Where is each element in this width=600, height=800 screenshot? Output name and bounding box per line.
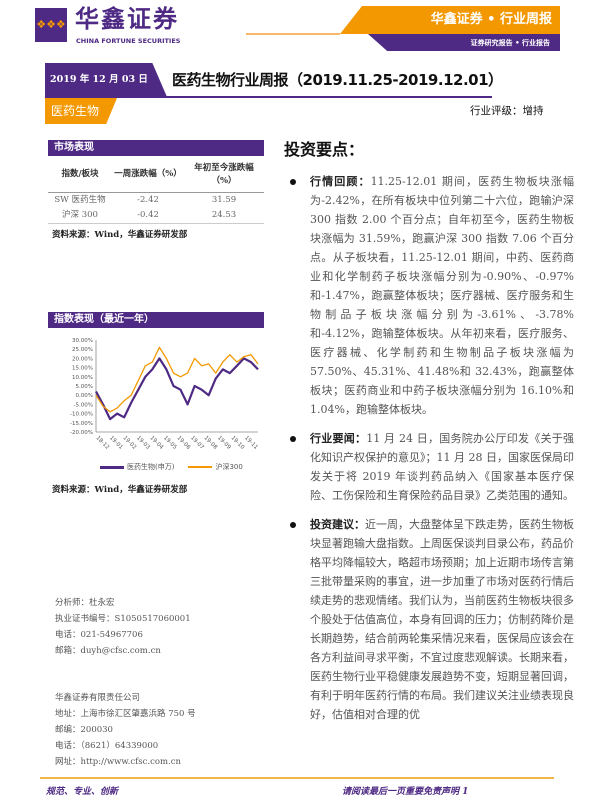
chart-source: 资料来源：Wind，华鑫证券研发部	[52, 485, 188, 495]
report-subtype-banner: 证券研究报告 • 行业报告	[368, 34, 560, 51]
footer-slogan: 规范、专业、创新	[46, 787, 119, 797]
column-header: 指数/板块	[48, 158, 112, 193]
market-heading: 市场表现	[48, 140, 264, 156]
key-points-list: 行情回顾：11.25-12.01 期间，医药生物板块涨幅为-2.42%，在所有板…	[288, 172, 574, 734]
series-line-2	[95, 346, 259, 413]
market-source: 资料来源：Wind，华鑫证券研发部	[52, 229, 188, 240]
x-tick-label: 19-01	[108, 435, 124, 451]
brand-name-en: CHINA FORTUNE SECURITIES	[76, 37, 181, 45]
x-tick-label: 19-05	[162, 435, 178, 451]
x-tick-label: 19-07	[189, 435, 205, 451]
table-row: 沪深 300 -0.42 24.53	[48, 207, 264, 224]
list-item: 行业要闻：11 月 24 日，国务院办公厅印发《关于强化知识产权保护的意见》；1…	[288, 429, 574, 505]
legend-item: 沪深300	[188, 462, 243, 472]
x-tick-label: 19-08	[203, 435, 219, 451]
market-section: 指数/板块 一周涨跌幅（%） 年初至今涨跌幅（%） SW 医药生物 -2.42 31.5…	[48, 158, 264, 241]
company-info: 华鑫证券有限责任公司 地址：上海市徐汇区肇嘉浜路 750 号邮编：200030 电话…	[55, 693, 196, 767]
x-tick-label: 19-04	[149, 435, 165, 451]
report-date: 2019 年 12 月 03 日	[45, 63, 167, 97]
bullet-icon	[290, 436, 296, 442]
bullet-icon	[290, 522, 296, 528]
company-logo: ❖❖❖	[35, 8, 67, 42]
series-line-1	[95, 357, 259, 421]
list-item: 行情回顾：11.25-12.01 期间，医药生物板块涨幅为-2.42%，在所有板…	[288, 172, 574, 419]
footer-disclaimer: 请阅读最后一页重要免责声明 1	[342, 787, 469, 797]
bullet-icon	[290, 179, 296, 185]
legend-swatch	[100, 465, 124, 469]
title-divider	[45, 96, 492, 98]
y-tick-label: 15.00%	[72, 366, 93, 372]
legend-swatch	[188, 466, 213, 468]
legend-item: 医药生物(申万)	[100, 462, 174, 472]
market-table: 指数/板块 一周涨跌幅（%） 年初至今涨跌幅（%） SW 医药生物 -2.42 31.5…	[48, 158, 264, 224]
y-tick-label: -10.00%	[70, 412, 93, 418]
x-tick-label: 19-11	[243, 435, 259, 451]
index-chart-heading: 指数表现（最近一年）	[48, 312, 264, 328]
page-title: 医药生物行业周报（2019.11.25-2019.12.01）	[172, 71, 503, 89]
y-tick-label: 5.00%	[76, 384, 93, 390]
list-item: 投资建议：近一周，大盘整体呈下跌走势，医药生物板块显著跑输大盘指数。上周医保谈判…	[288, 515, 574, 724]
header-divider	[246, 33, 340, 35]
y-tick-label: 20.00%	[72, 356, 93, 362]
report-type-banner: 华鑫证券 • 行业周报	[340, 6, 560, 34]
key-points-heading: 投资要点：	[284, 140, 365, 159]
index-chart: 30.00% 25.00% 20.00% 15.00% 10.00% 5.00% 0.00%…	[70, 338, 259, 451]
x-tick-label: 19-06	[176, 435, 192, 451]
x-tick-label: 19-03	[135, 435, 151, 451]
chart-legend: 医药生物(申万) 沪深300	[100, 462, 243, 472]
analyst-info: 分析师：杜永宏 执业证书编号：S1050517060001 电话：021-54967…	[55, 598, 191, 656]
y-tick-label: -5.00%	[74, 402, 93, 408]
brand-name: 华鑫证券	[75, 5, 179, 33]
industry-rating: 行业评级：增持	[470, 105, 544, 117]
x-tick-label: 18-12	[95, 435, 111, 451]
sector-tag: 医药生物	[45, 98, 117, 124]
column-header: 一周涨跌幅（%）	[112, 158, 184, 193]
column-header: 年初至今涨跌幅（%）	[184, 158, 264, 193]
y-tick-label: -20.00%	[70, 430, 93, 436]
x-tick-label: 19-10	[230, 435, 246, 451]
y-tick-label: 25.00%	[72, 347, 93, 353]
y-tick-label: 0.00%	[76, 393, 93, 399]
x-tick-label: 19-02	[122, 435, 138, 451]
x-tick-label: 19-09	[216, 435, 232, 451]
y-tick-label: 30.00%	[72, 338, 93, 344]
y-tick-label: -15.00%	[70, 421, 93, 427]
table-row: SW 医药生物 -2.42 31.59	[54, 194, 237, 205]
footer-divider	[40, 777, 554, 779]
y-tick-label: 10.00%	[72, 375, 93, 381]
